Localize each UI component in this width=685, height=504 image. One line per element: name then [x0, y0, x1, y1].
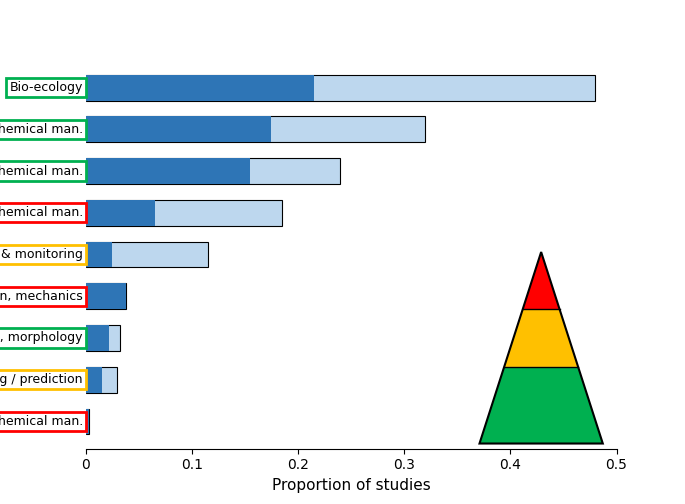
Bar [86, 409, 89, 434]
Text: Preventative chemical man.: Preventative chemical man. [0, 415, 83, 428]
Bar [86, 158, 250, 184]
Text: Detection, sampling & monitoring: Detection, sampling & monitoring [0, 248, 83, 261]
Text: Diagnostics, morphology: Diagnostics, morphology [0, 332, 83, 344]
Bar [86, 283, 126, 309]
Bar [86, 200, 282, 226]
Bar [86, 367, 118, 393]
Text: Bio-ecology: Bio-ecology [10, 81, 83, 94]
Text: Curative chemical man.: Curative chemical man. [0, 206, 83, 219]
Bar [86, 241, 112, 268]
Text: Forecasting / prediction: Forecasting / prediction [0, 373, 83, 386]
Polygon shape [523, 252, 560, 309]
Polygon shape [479, 367, 603, 444]
Text: Preventative non-chemical man.: Preventative non-chemical man. [0, 123, 83, 136]
Bar [86, 283, 126, 309]
Bar [86, 158, 340, 184]
Bar [86, 116, 425, 142]
Bar [86, 200, 155, 226]
Bar [86, 325, 109, 351]
Text: IRM, detection, mechanics: IRM, detection, mechanics [0, 290, 83, 303]
Bar [86, 325, 120, 351]
Bar [86, 116, 271, 142]
Bar [86, 75, 595, 100]
Polygon shape [504, 309, 578, 367]
Bar [86, 367, 101, 393]
X-axis label: Proportion of studies: Proportion of studies [272, 478, 430, 493]
Bar [86, 409, 89, 434]
Bar [86, 75, 314, 100]
Text: Curative non-chemical man.: Curative non-chemical man. [0, 165, 83, 177]
Bar [86, 241, 208, 268]
